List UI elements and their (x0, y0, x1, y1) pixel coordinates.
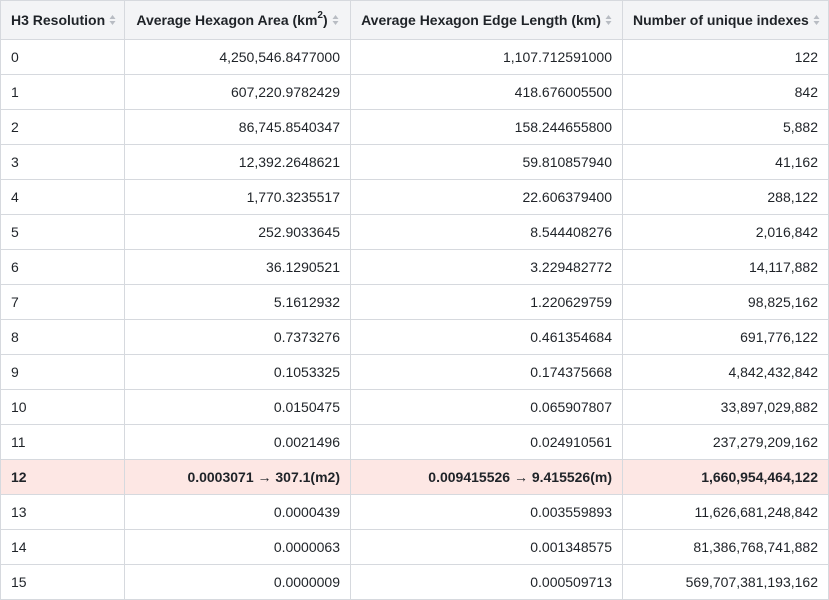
cell-area: 0.1053325 (124, 354, 351, 390)
cell-resolution: 10 (0, 389, 125, 425)
cell-edge-length: 1.220629759 (350, 284, 623, 320)
table-row: 0 4,250,546.8477000 1,107.712591000 122 (0, 39, 829, 75)
cell-unique-indexes: 41,162 (622, 144, 829, 180)
cell-edge-length: 0.001348575 (350, 529, 623, 565)
sort-arrows-icon[interactable] (813, 14, 820, 26)
cell-edge-length: 0.174375668 (350, 354, 623, 390)
cell-resolution: 9 (0, 354, 125, 390)
cell-edge-length: 418.676005500 (350, 74, 623, 110)
column-header-label: Average Hexagon Area (km2) (136, 10, 328, 28)
cell-edge-length: 0.003559893 (350, 494, 623, 530)
cell-resolution: 8 (0, 319, 125, 355)
cell-unique-indexes: 33,897,029,882 (622, 389, 829, 425)
cell-unique-indexes: 98,825,162 (622, 284, 829, 320)
cell-resolution: 14 (0, 529, 125, 565)
cell-area: 0.0000439 (124, 494, 351, 530)
table-header: H3 Resolution Average Hexagon Area (km2)… (0, 0, 829, 40)
cell-unique-indexes: 1,660,954,464,122 (622, 459, 829, 495)
column-header-edge-length[interactable]: Average Hexagon Edge Length (km) (350, 0, 623, 40)
cell-edge-length: 0.065907807 (350, 389, 623, 425)
column-header-label: Average Hexagon Edge Length (km) (361, 12, 601, 28)
header-row: H3 Resolution Average Hexagon Area (km2)… (0, 0, 829, 40)
cell-resolution: 4 (0, 179, 125, 215)
cell-edge-length: 1,107.712591000 (350, 39, 623, 75)
cell-edge-length: 8.544408276 (350, 214, 623, 250)
table-row: 6 36.1290521 3.229482772 14,117,882 (0, 249, 829, 285)
column-header-unique-indexes[interactable]: Number of unique indexes (622, 0, 829, 40)
cell-area: 12,392.2648621 (124, 144, 351, 180)
cell-area: 0.0000009 (124, 564, 351, 600)
cell-unique-indexes: 842 (622, 74, 829, 110)
cell-area: 36.1290521 (124, 249, 351, 285)
cell-resolution: 11 (0, 424, 125, 460)
cell-edge-length: 0.461354684 (350, 319, 623, 355)
table-row: 10 0.0150475 0.065907807 33,897,029,882 (0, 389, 829, 425)
cell-resolution: 5 (0, 214, 125, 250)
cell-edge-length: 59.810857940 (350, 144, 623, 180)
table-row: 7 5.1612932 1.220629759 98,825,162 (0, 284, 829, 320)
table-row: 4 1,770.3235517 22.606379400 288,122 (0, 179, 829, 215)
cell-unique-indexes: 5,882 (622, 109, 829, 145)
table-body: 0 4,250,546.8477000 1,107.712591000 122 1 607… (0, 39, 829, 600)
column-header-label: H3 Resolution (11, 12, 106, 28)
cell-edge-length: 22.606379400 (350, 179, 623, 215)
cell-area: 4,250,546.8477000 (124, 39, 351, 75)
table-row: 5 252.9033645 8.544408276 2,016,842 (0, 214, 829, 250)
cell-unique-indexes: 14,117,882 (622, 249, 829, 285)
sort-arrows-icon[interactable] (109, 14, 116, 26)
cell-unique-indexes: 4,842,432,842 (622, 354, 829, 390)
cell-resolution: 2 (0, 109, 125, 145)
table-row: 13 0.0000439 0.003559893 11,626,681,248,842 (0, 494, 829, 530)
table-row: 2 86,745.8540347 158.244655800 5,882 (0, 109, 829, 145)
sort-arrows-icon[interactable] (332, 14, 339, 26)
cell-area: 0.7373276 (124, 319, 351, 355)
column-header-resolution[interactable]: H3 Resolution (0, 0, 125, 40)
table-row: 14 0.0000063 0.001348575 81,386,768,741,882 (0, 529, 829, 565)
cell-resolution: 13 (0, 494, 125, 530)
table-row: 3 12,392.2648621 59.810857940 41,162 (0, 144, 829, 180)
cell-unique-indexes: 288,122 (622, 179, 829, 215)
cell-resolution: 3 (0, 144, 125, 180)
table-row: 15 0.0000009 0.000509713 569,707,381,193,16… (0, 564, 829, 600)
cell-resolution: 6 (0, 249, 125, 285)
cell-resolution: 7 (0, 284, 125, 320)
cell-edge-length: 3.229482772 (350, 249, 623, 285)
cell-resolution: 15 (0, 564, 125, 600)
cell-area: 0.0003071 → 307.1(m2) (124, 459, 351, 495)
cell-unique-indexes: 237,279,209,162 (622, 424, 829, 460)
cell-edge-length: 0.024910561 (350, 424, 623, 460)
cell-area: 5.1612932 (124, 284, 351, 320)
cell-unique-indexes: 691,776,122 (622, 319, 829, 355)
cell-area: 1,770.3235517 (124, 179, 351, 215)
cell-area: 607,220.9782429 (124, 74, 351, 110)
table-row: 1 607,220.9782429 418.676005500 842 (0, 74, 829, 110)
table-row: 9 0.1053325 0.174375668 4,842,432,842 (0, 354, 829, 390)
column-header-label: Number of unique indexes (633, 12, 809, 28)
table-row: 11 0.0021496 0.024910561 237,279,209,162 (0, 424, 829, 460)
cell-resolution: 12 (0, 459, 125, 495)
table-row: 12 0.0003071 → 307.1(m2) 0.009415526 → 9.4… (0, 459, 829, 495)
cell-unique-indexes: 122 (622, 39, 829, 75)
cell-unique-indexes: 2,016,842 (622, 214, 829, 250)
cell-edge-length: 0.009415526 → 9.415526(m) (350, 459, 623, 495)
cell-unique-indexes: 11,626,681,248,842 (622, 494, 829, 530)
cell-area: 0.0150475 (124, 389, 351, 425)
column-header-area[interactable]: Average Hexagon Area (km2) (124, 0, 351, 40)
cell-area: 86,745.8540347 (124, 109, 351, 145)
cell-unique-indexes: 569,707,381,193,162 (622, 564, 829, 600)
cell-edge-length: 0.000509713 (350, 564, 623, 600)
cell-resolution: 1 (0, 74, 125, 110)
sort-arrows-icon[interactable] (605, 14, 612, 26)
cell-resolution: 0 (0, 39, 125, 75)
cell-area: 0.0000063 (124, 529, 351, 565)
cell-edge-length: 158.244655800 (350, 109, 623, 145)
cell-area: 0.0021496 (124, 424, 351, 460)
table-row: 8 0.7373276 0.461354684 691,776,122 (0, 319, 829, 355)
cell-area: 252.9033645 (124, 214, 351, 250)
cell-unique-indexes: 81,386,768,741,882 (622, 529, 829, 565)
